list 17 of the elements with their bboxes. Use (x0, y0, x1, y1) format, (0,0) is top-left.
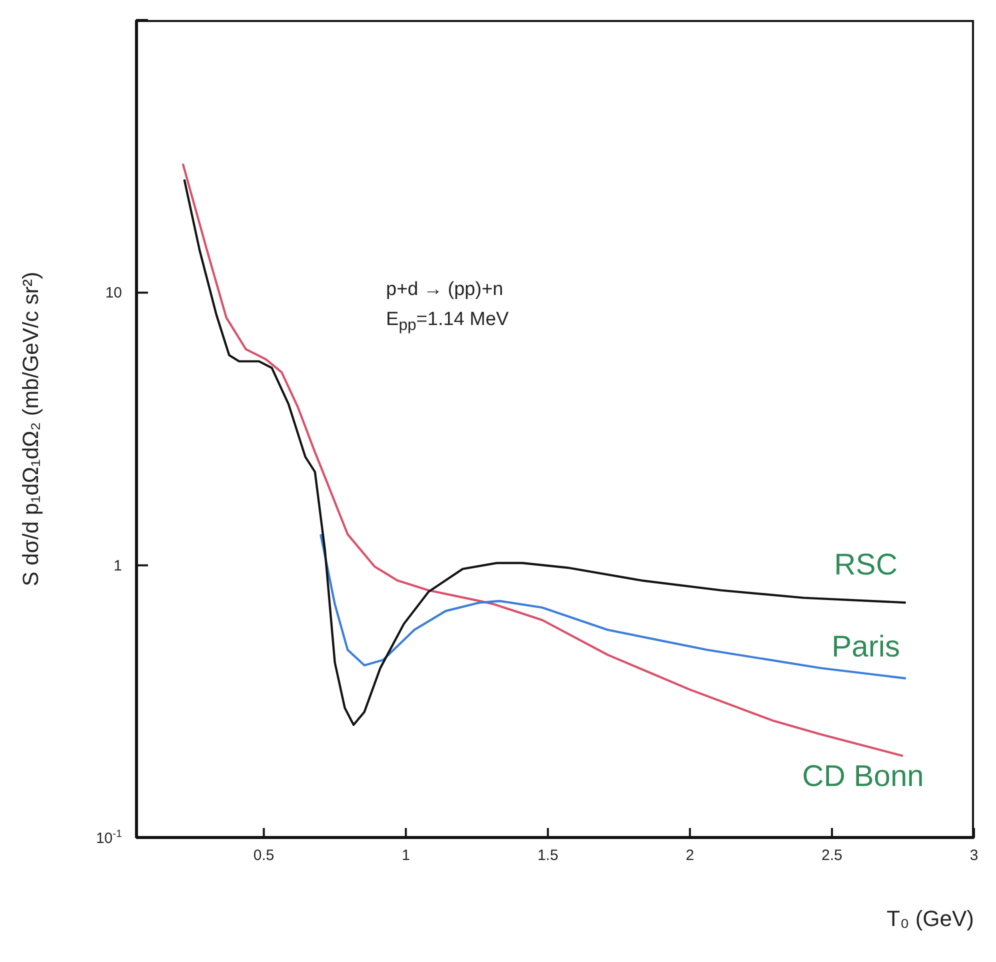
x-tick-label: 1 (402, 847, 410, 864)
series-label: RSC (834, 548, 898, 582)
x-tick-label: 3 (970, 847, 978, 864)
y-tick-label: 1 (114, 557, 122, 574)
x-tick-label: 2.5 (822, 847, 842, 864)
x-tick-label: 2 (686, 847, 694, 864)
annotation: p+d → (pp)+n (386, 278, 504, 302)
y-tick-label: 10 (105, 284, 122, 302)
x-tick-label: 0.5 (253, 847, 274, 864)
series-label: CD Bonn (802, 760, 924, 793)
y-tick-label: 10$^{-1}$ (96, 828, 122, 847)
x-axis-title: T₀ (GeV) (886, 906, 974, 931)
line-series (320, 533, 907, 680)
x-tick-label: 1.5 (537, 847, 558, 864)
annotation: E$_{pp}$=1.14 MeV (386, 308, 509, 336)
y-axis-title: S dσ/d p₁dΩ₁dΩ₂ (mb/GeV/c sr²) (18, 272, 43, 586)
series-label: Paris (832, 630, 900, 664)
